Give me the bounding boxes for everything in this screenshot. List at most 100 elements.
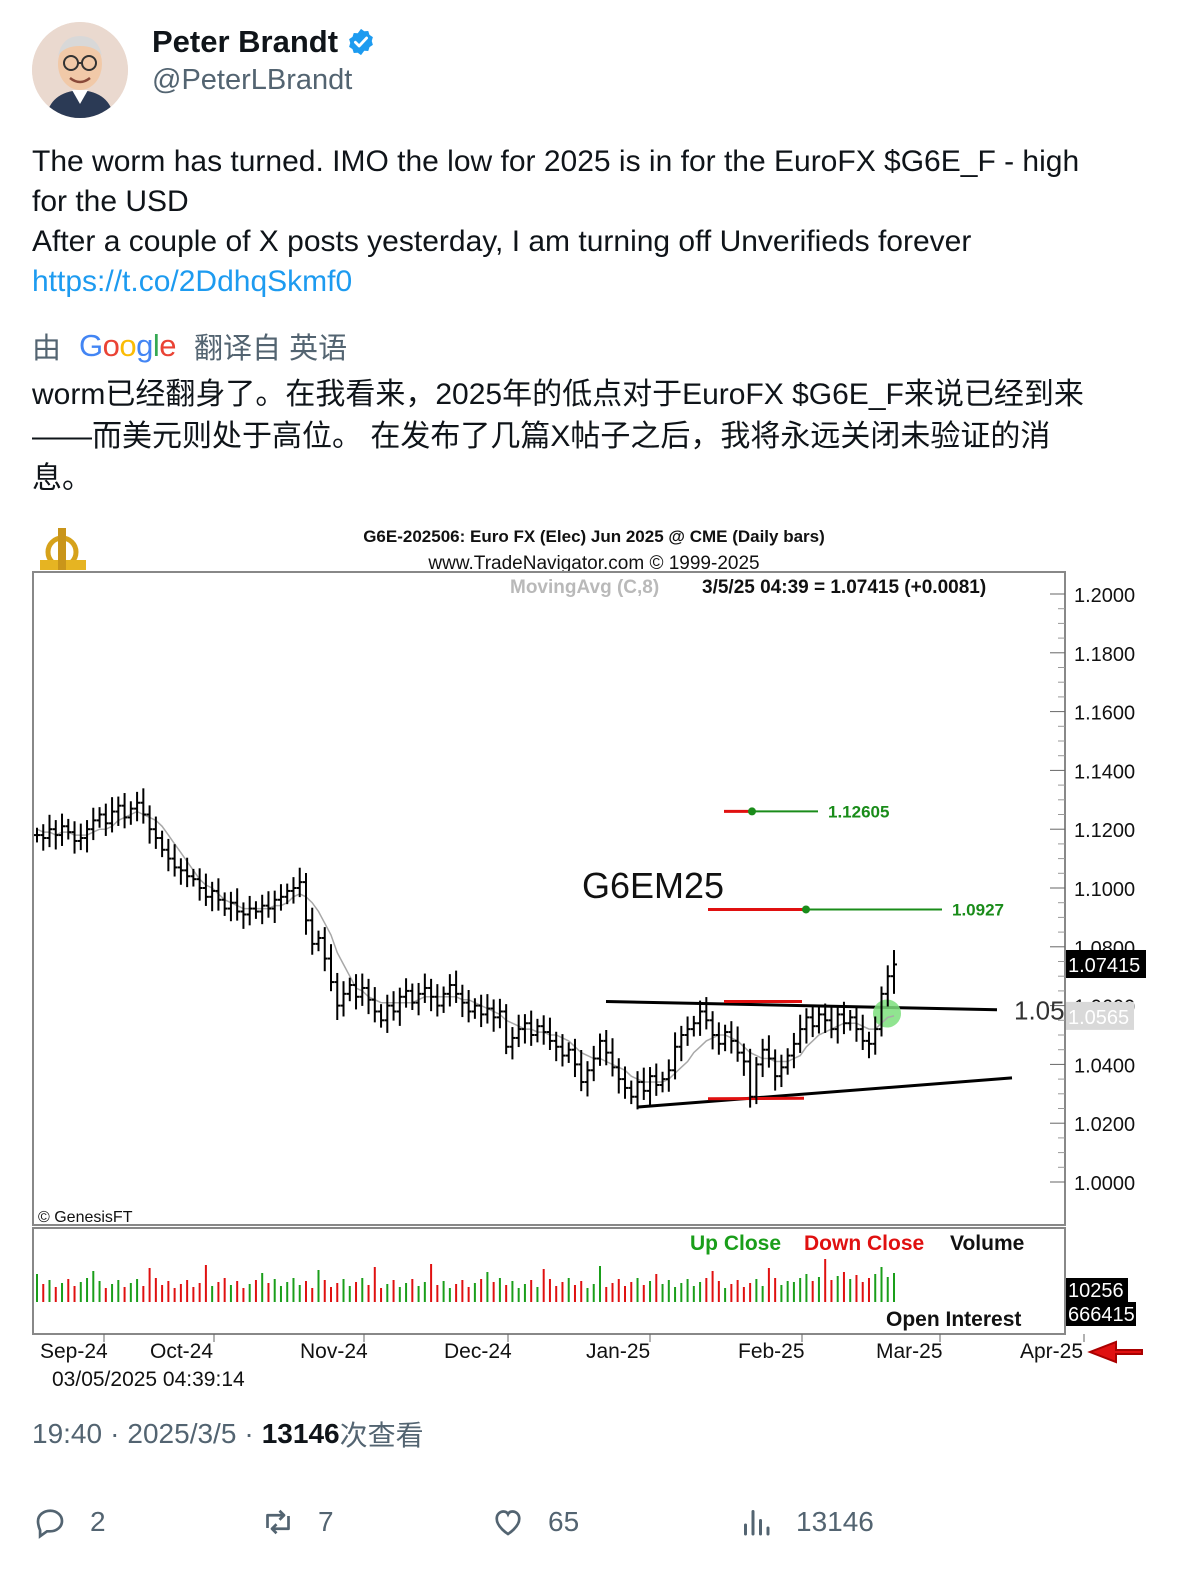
ma-price-label: 1.0565 [1068, 1007, 1129, 1029]
target-2-dot [802, 905, 810, 914]
price-chart: G6E-202506: Euro FX (Elec) Jun 2025 @ CM… [32, 520, 1164, 1400]
moving-average-line [36, 810, 895, 1083]
ohlc-bar [709, 1011, 716, 1050]
ohlc-bar [878, 986, 885, 1037]
ohlc-bar [672, 1032, 679, 1080]
avatar[interactable] [32, 22, 128, 118]
x-axis: Sep-24 Oct-24 Nov-24 Dec-24 Jan-25 Feb-25 Mar-… [40, 1334, 1085, 1363]
ohlc-bar [790, 1032, 797, 1069]
ohlc-bar [478, 994, 485, 1028]
x-tick-label: Dec-24 [444, 1340, 512, 1363]
ohlc-bar [534, 1018, 541, 1043]
verified-badge-icon[interactable] [346, 27, 376, 57]
ohlc-bar [540, 1015, 547, 1045]
ohlc-bar [521, 1014, 528, 1044]
repost-button[interactable]: 7 [260, 1498, 334, 1546]
ohlc-bar [659, 1071, 666, 1093]
ohlc-bar [328, 944, 335, 992]
tweet-link[interactable]: https://t.co/2DdhqSkmf0 [32, 265, 353, 298]
ohlc-bar [71, 821, 78, 854]
ohlc-bar [359, 973, 366, 1006]
volume-value: 10256 [1068, 1280, 1124, 1302]
volume-bars [36, 1259, 895, 1302]
views-button[interactable]: 13146 [738, 1498, 874, 1546]
reply-count: 2 [90, 1506, 106, 1537]
chart-title: G6E-202506: Euro FX (Elec) Jun 2025 @ CM… [363, 527, 825, 546]
chart-image[interactable]: G6E-202506: Euro FX (Elec) Jun 2025 @ CM… [32, 520, 1164, 1400]
ohlc-bar [872, 1016, 879, 1055]
display-name[interactable]: Peter Brandt [152, 24, 339, 59]
ohlc-bar [209, 881, 216, 912]
legend-down-close: Down Close [804, 1232, 924, 1255]
upper-trendline [605, 999, 998, 1012]
ohlc-bar [809, 1004, 816, 1038]
ohlc-bar [853, 1006, 860, 1042]
ohlc-bar [240, 902, 247, 929]
tweet-header: Peter Brandt @PeterLBrandt [32, 22, 1162, 122]
last-price-box [1066, 949, 1146, 978]
ohlc-bar [52, 820, 59, 850]
ohlc-bar [496, 998, 503, 1029]
meta-separator: · [110, 1418, 120, 1449]
ohlc-bar [797, 1014, 804, 1053]
ohlc-bar [409, 983, 416, 1011]
ohlc-bar [784, 1048, 791, 1075]
ohlc-bar [778, 1054, 785, 1088]
translation-attribution[interactable]: 由 Google 翻译自 英语 [32, 326, 347, 366]
ohlc-bar [428, 978, 435, 1012]
study-label: MovingAvg (C,8) [510, 577, 659, 598]
ohlc-bar [96, 807, 103, 828]
y-tick-label: 1.1000 [1074, 879, 1135, 901]
breakout-marker [873, 999, 901, 1028]
reply-button[interactable]: 2 [32, 1498, 106, 1546]
ohlc-bar [340, 981, 347, 1017]
ohlc-bar [759, 1038, 766, 1078]
reply-icon [36, 1509, 64, 1539]
tweet-time[interactable]: 19:40 [32, 1418, 103, 1449]
ohlc-bar [465, 990, 472, 1023]
ohlc-bar [772, 1049, 779, 1091]
ohlc-bar [615, 1058, 622, 1094]
ohlc-bar [753, 1057, 760, 1105]
ohlc-bar [453, 970, 460, 1003]
like-button[interactable]: 65 [490, 1498, 579, 1546]
ohlc-bar [665, 1059, 672, 1092]
ohlc-bar [647, 1067, 654, 1106]
legend-volume: Volume [950, 1232, 1024, 1255]
name-row: Peter Brandt [152, 24, 376, 60]
ohlc-bar [715, 1022, 722, 1055]
ohlc-bar [34, 827, 40, 843]
ohlc-bar [565, 1042, 572, 1063]
ohlc-bar [828, 1005, 835, 1039]
y-tick-label: 1.2000 [1074, 585, 1135, 607]
handle[interactable]: @PeterLBrandt [152, 64, 353, 96]
ohlc-bar [403, 978, 410, 1008]
ohlc-bar [421, 973, 428, 1003]
ohlc-bar [246, 895, 253, 926]
ohlc-bar [459, 984, 466, 1018]
ohlc-bar [309, 907, 316, 955]
ohlc-bar [59, 813, 66, 846]
ohlc-bar [865, 1031, 872, 1059]
ohlc-bar [127, 801, 134, 825]
translated-line: 息。 [32, 462, 92, 495]
ohlc-bar [202, 873, 209, 906]
avatar-portrait [32, 22, 128, 118]
ohlc-bar [390, 991, 397, 1021]
ohlc-bar [196, 868, 203, 901]
ohlc-bar [46, 814, 53, 848]
views-action-count: 13146 [796, 1506, 874, 1537]
ohlc-bar [859, 1014, 866, 1050]
tweet-date[interactable]: 2025/3/5 [127, 1418, 237, 1449]
ohlc-bar [159, 830, 166, 858]
x-tick-label: Jan-25 [586, 1340, 650, 1363]
ohlc-bar [259, 894, 266, 925]
ohlc-bar [590, 1045, 597, 1082]
action-bar: 2 7 65 13146 [32, 1498, 1132, 1548]
open-interest-label: Open Interest [886, 1308, 1021, 1331]
y-tick-label: 1.1600 [1074, 703, 1135, 725]
tradenavigator-logo-icon [40, 528, 86, 570]
ohlc-bar [190, 868, 197, 887]
y-tick-label: 1.0400 [1074, 1055, 1135, 1077]
chart-timestamp: 03/05/2025 04:39:14 [52, 1368, 245, 1391]
